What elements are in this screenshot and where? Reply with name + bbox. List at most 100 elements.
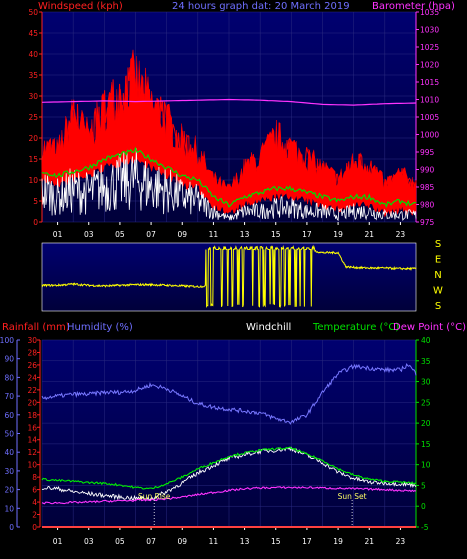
wind-barometer-panel: 5045403530252015105010351030102510201015… (28, 8, 439, 239)
humidity-tick-label: 70 (4, 392, 14, 401)
wind-x-tick-label: 21 (364, 230, 374, 239)
temp-x-tick-label: 13 (240, 537, 250, 546)
humidity-tick-label: 40 (4, 448, 14, 457)
direction-letter-n: N (434, 270, 441, 281)
windspeed-tick-label: 15 (28, 155, 38, 164)
barometer-line (41, 98, 417, 106)
windspeed-tick-label: 50 (28, 8, 38, 17)
barometer-tick-label: 1015 (420, 78, 439, 87)
rainfall-tick-label: 14 (27, 436, 37, 445)
temp-x-tick-label: 07 (146, 537, 156, 546)
barometer-tick-label: 980 (420, 201, 435, 210)
barometer-tick-label: 975 (420, 218, 435, 227)
temperature-tick-label: 10 (421, 461, 431, 470)
windchill-label: Windchill (246, 322, 291, 333)
wind-average-line (41, 146, 417, 209)
temp-x-tick-label: 05 (115, 537, 125, 546)
temperature-tick-label: -5 (421, 523, 429, 532)
direction-letter-s: S (435, 239, 441, 250)
temperature-tick-label: 15 (421, 440, 431, 449)
temp-x-tick-label: 03 (84, 537, 94, 546)
wind-speed-line (41, 148, 417, 222)
direction-letter-e: E (435, 255, 441, 266)
dewpoint-axis-label: Dew Point (°C) (393, 322, 466, 333)
wind-x-tick-label: 19 (333, 230, 343, 239)
dewpoint-line (41, 485, 417, 505)
temp-x-tick-label: 17 (302, 537, 312, 546)
wind-x-tick-label: 11 (209, 230, 219, 239)
temperature-axis-label: Temperature (°C) (312, 322, 399, 333)
barometer-tick-label: 985 (420, 183, 435, 192)
humidity-tick-label: 30 (4, 467, 14, 476)
graph-date-title: 24 hours graph dat: 20 March 2019 (172, 1, 350, 12)
temp-x-tick-label: 23 (396, 537, 406, 546)
humidity-tick-label: 10 (4, 504, 14, 513)
rainfall-tick-label: 30 (27, 336, 37, 345)
temperature-line (41, 446, 417, 490)
barometer-tick-label: 1020 (420, 61, 439, 70)
temperature-tick-label: 40 (421, 336, 431, 345)
humidity-tick-label: 80 (4, 373, 14, 382)
rainfall-tick-label: 16 (27, 423, 37, 432)
temp-x-tick-label: 09 (177, 537, 187, 546)
humidity-tick-label: 60 (4, 411, 14, 420)
rainfall-tick-label: 8 (32, 473, 37, 482)
temp-humidity-panel: 1009080706050403020100302826242220181614… (0, 336, 431, 546)
humidity-line (41, 362, 417, 425)
rainfall-tick-label: 0 (32, 523, 37, 532)
windspeed-tick-label: 35 (28, 71, 38, 80)
wind-x-tick-label: 05 (115, 230, 125, 239)
direction-letter-w: W (433, 286, 443, 297)
wind-x-tick-label: 09 (177, 230, 187, 239)
wind-x-tick-label: 15 (271, 230, 281, 239)
windspeed-axis-label: Windspeed (kph) (38, 1, 123, 12)
wind-direction-plot-area (41, 242, 417, 312)
temperature-tick-label: 5 (421, 481, 426, 490)
barometer-tick-label: 990 (420, 166, 435, 175)
windspeed-tick-label: 25 (28, 113, 38, 122)
wind-x-tick-label: 03 (84, 230, 94, 239)
barometer-tick-label: 1005 (420, 113, 439, 122)
rainfall-tick-label: 26 (27, 361, 37, 370)
temp-x-tick-label: 15 (271, 537, 281, 546)
barometer-tick-label: 1035 (420, 8, 439, 17)
barometer-tick-label: 1025 (420, 43, 439, 52)
rainfall-tick-label: 6 (32, 486, 37, 495)
temperature-tick-label: 25 (421, 398, 431, 407)
wind-x-tick-label: 13 (240, 230, 250, 239)
temp-x-tick-label: 21 (364, 537, 374, 546)
rainfall-tick-label: 28 (27, 348, 37, 357)
rainfall-axis-label: Rainfall (mm) (2, 322, 70, 333)
humidity-tick-label: 0 (9, 523, 14, 532)
windspeed-tick-label: 30 (28, 92, 38, 101)
sunset-label: Sun Set (338, 492, 367, 501)
wind-x-tick-label: 23 (396, 230, 406, 239)
windspeed-tick-label: 45 (28, 29, 38, 38)
rainfall-tick-label: 24 (27, 373, 37, 382)
windspeed-tick-label: 40 (28, 50, 38, 59)
wind-direction-line (41, 244, 417, 309)
barometer-tick-label: 1030 (420, 26, 439, 35)
temperature-tick-label: 30 (421, 378, 431, 387)
humidity-tick-label: 90 (4, 355, 14, 364)
rainfall-tick-label: 12 (27, 448, 37, 457)
rainfall-tick-label: 2 (32, 511, 37, 520)
wind-x-tick-label: 01 (53, 230, 63, 239)
sunrise-label: Sun Rise (138, 492, 171, 501)
temperature-tick-label: 0 (421, 502, 426, 511)
rainfall-tick-label: 22 (27, 386, 37, 395)
temp-x-tick-label: 19 (333, 537, 343, 546)
rainfall-tick-label: 18 (27, 411, 37, 420)
rainfall-tick-label: 4 (32, 498, 37, 507)
windchill-line (41, 446, 417, 501)
temp-x-tick-label: 01 (53, 537, 63, 546)
humidity-tick-label: 100 (0, 336, 14, 345)
humidity-tick-label: 20 (4, 486, 14, 495)
barometer-axis-label: Barometer (hpa) (372, 1, 455, 12)
windspeed-tick-label: 0 (33, 218, 38, 227)
temp-x-tick-label: 11 (209, 537, 219, 546)
wind-x-tick-label: 07 (146, 230, 156, 239)
